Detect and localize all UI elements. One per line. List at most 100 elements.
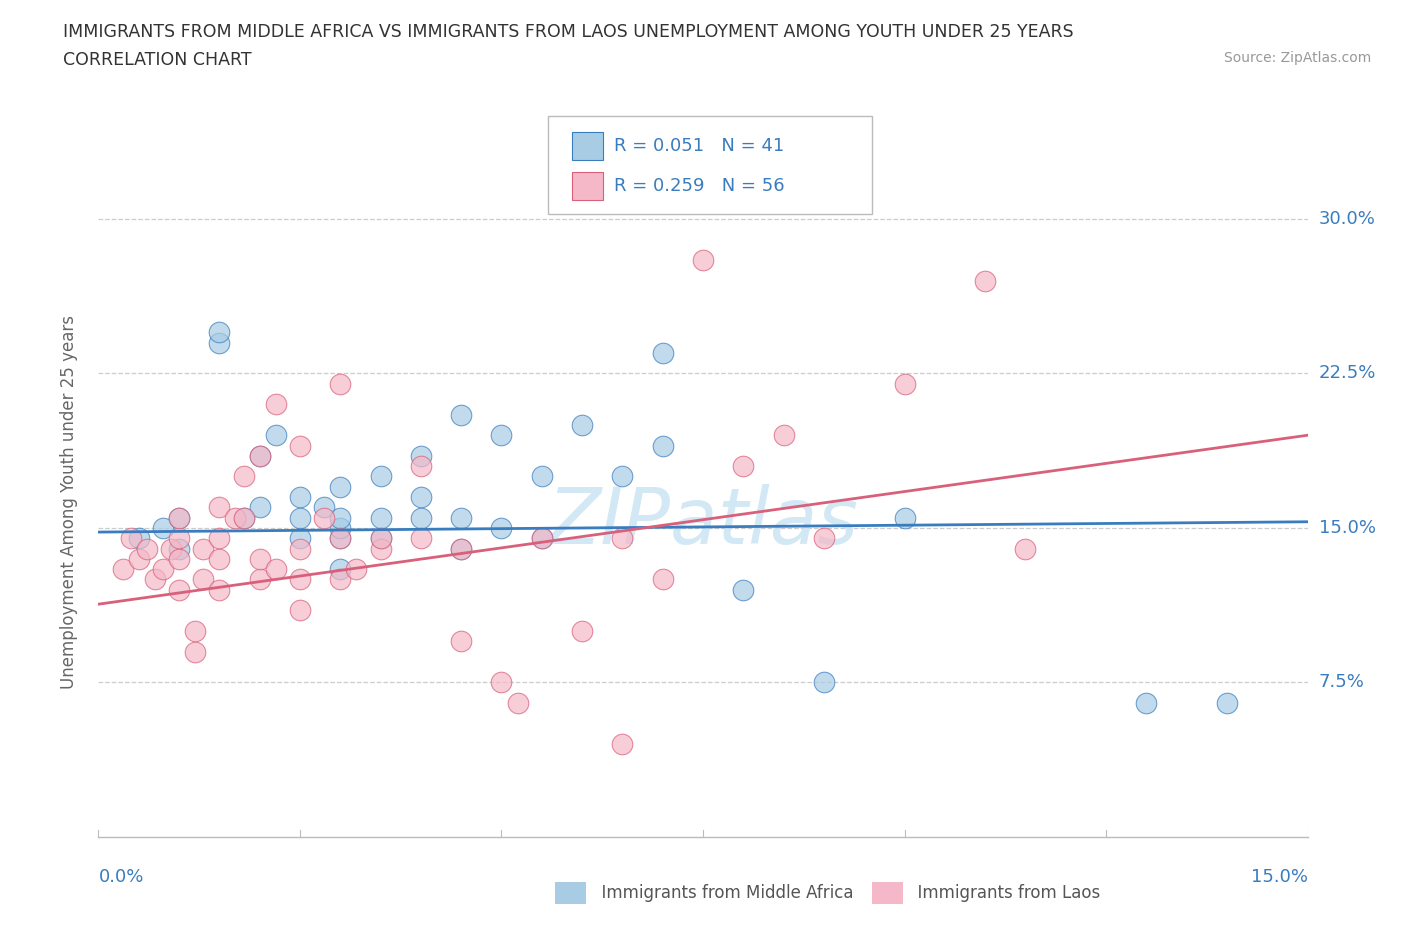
Point xyxy=(491,428,513,443)
Point xyxy=(160,541,183,556)
Point xyxy=(184,623,207,638)
Point xyxy=(143,572,166,587)
Text: Immigrants from Laos: Immigrants from Laos xyxy=(907,884,1099,902)
Point xyxy=(249,448,271,463)
Point xyxy=(288,603,311,618)
Point xyxy=(450,634,472,649)
Point xyxy=(264,397,287,412)
Point xyxy=(1014,541,1036,556)
Text: 30.0%: 30.0% xyxy=(1319,210,1375,228)
Point xyxy=(288,511,311,525)
Text: R = 0.051   N = 41: R = 0.051 N = 41 xyxy=(614,137,785,155)
Point xyxy=(135,541,157,556)
Point xyxy=(612,737,634,751)
Point xyxy=(344,562,367,577)
Text: Source: ZipAtlas.com: Source: ZipAtlas.com xyxy=(1223,51,1371,65)
Point xyxy=(450,541,472,556)
Text: 15.0%: 15.0% xyxy=(1319,519,1375,537)
Point xyxy=(651,572,673,587)
Point xyxy=(193,541,215,556)
Point xyxy=(329,511,352,525)
Point xyxy=(612,531,634,546)
Point xyxy=(128,531,150,546)
Text: 15.0%: 15.0% xyxy=(1250,868,1308,885)
Point xyxy=(208,531,231,546)
Point xyxy=(249,448,271,463)
Point xyxy=(409,458,432,473)
Point xyxy=(232,511,254,525)
Point xyxy=(893,377,915,392)
Point xyxy=(120,531,142,546)
Point xyxy=(893,511,915,525)
Point xyxy=(409,511,432,525)
Point xyxy=(450,407,472,422)
Point xyxy=(409,448,432,463)
Point xyxy=(530,469,553,484)
Point xyxy=(314,500,336,515)
Point xyxy=(288,438,311,453)
Point xyxy=(329,531,352,546)
Point xyxy=(612,469,634,484)
Text: 22.5%: 22.5% xyxy=(1319,365,1376,382)
Point xyxy=(232,511,254,525)
Point xyxy=(167,551,190,566)
Point xyxy=(128,551,150,566)
Point xyxy=(264,428,287,443)
Point xyxy=(450,511,472,525)
Point xyxy=(152,521,174,536)
Point xyxy=(184,644,207,659)
Text: R = 0.259   N = 56: R = 0.259 N = 56 xyxy=(614,177,785,195)
Point xyxy=(409,531,432,546)
Point xyxy=(813,531,835,546)
Text: CORRELATION CHART: CORRELATION CHART xyxy=(63,51,252,69)
Point xyxy=(450,541,472,556)
Point xyxy=(329,377,352,392)
Point xyxy=(314,511,336,525)
Text: 7.5%: 7.5% xyxy=(1319,673,1365,692)
Text: Immigrants from Middle Africa: Immigrants from Middle Africa xyxy=(591,884,853,902)
Y-axis label: Unemployment Among Youth under 25 years: Unemployment Among Youth under 25 years xyxy=(59,315,77,689)
Point xyxy=(152,562,174,577)
Point xyxy=(530,531,553,546)
Point xyxy=(506,696,529,711)
Point xyxy=(167,582,190,597)
Point xyxy=(208,500,231,515)
Point xyxy=(208,335,231,350)
Point xyxy=(288,489,311,504)
Point xyxy=(329,531,352,546)
Point xyxy=(167,541,190,556)
Point xyxy=(288,541,311,556)
Point xyxy=(370,541,392,556)
Point xyxy=(571,418,593,432)
Point xyxy=(370,511,392,525)
Point xyxy=(329,479,352,494)
Point xyxy=(208,582,231,597)
Point xyxy=(167,511,190,525)
Point xyxy=(288,531,311,546)
Point xyxy=(651,345,673,360)
Point xyxy=(249,551,271,566)
Point xyxy=(974,273,997,288)
Point xyxy=(651,438,673,453)
Point xyxy=(491,521,513,536)
Point xyxy=(224,511,246,525)
Point xyxy=(733,582,755,597)
Point xyxy=(409,489,432,504)
Point xyxy=(208,325,231,339)
Point xyxy=(167,511,190,525)
Point xyxy=(249,572,271,587)
Point xyxy=(370,531,392,546)
Point xyxy=(288,572,311,587)
Point xyxy=(370,469,392,484)
Text: 0.0%: 0.0% xyxy=(98,868,143,885)
Point xyxy=(249,500,271,515)
Point xyxy=(571,623,593,638)
Point xyxy=(733,458,755,473)
Point xyxy=(813,675,835,690)
Point xyxy=(491,675,513,690)
Point xyxy=(329,521,352,536)
Point xyxy=(167,531,190,546)
Text: IMMIGRANTS FROM MIDDLE AFRICA VS IMMIGRANTS FROM LAOS UNEMPLOYMENT AMONG YOUTH U: IMMIGRANTS FROM MIDDLE AFRICA VS IMMIGRA… xyxy=(63,23,1074,41)
Point xyxy=(370,531,392,546)
Point xyxy=(1216,696,1239,711)
